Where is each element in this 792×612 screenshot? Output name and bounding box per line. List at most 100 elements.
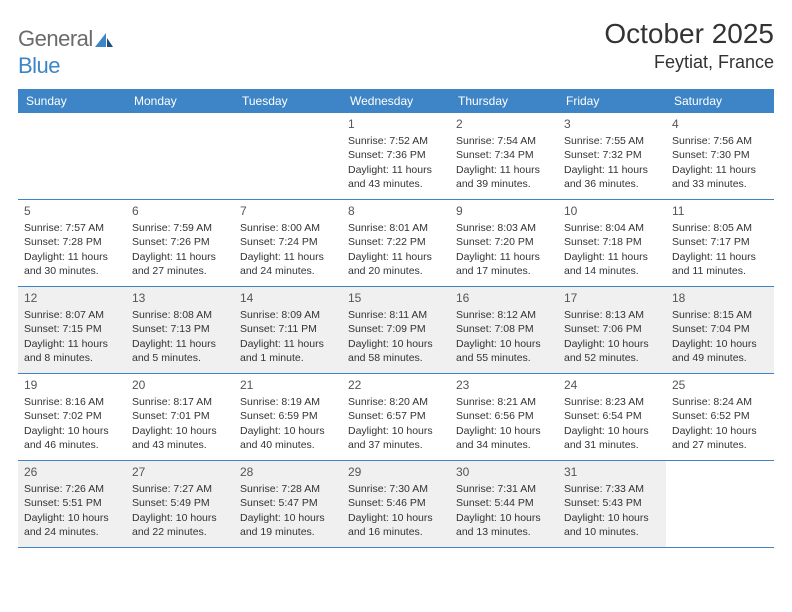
daylight-line: Daylight: 11 hours — [564, 163, 660, 177]
day-cell: 14Sunrise: 8:09 AMSunset: 7:11 PMDayligh… — [234, 287, 342, 373]
daylight-line: and 52 minutes. — [564, 351, 660, 365]
location: Feytiat, France — [604, 52, 774, 73]
daylight-line: Daylight: 10 hours — [456, 511, 552, 525]
daylight-line: and 24 minutes. — [24, 525, 120, 539]
week-row: 12Sunrise: 8:07 AMSunset: 7:15 PMDayligh… — [18, 287, 774, 374]
daylight-line: Daylight: 10 hours — [672, 337, 768, 351]
daylight-line: Daylight: 11 hours — [24, 337, 120, 351]
logo: GeneralBlue — [18, 18, 113, 79]
daylight-line: and 24 minutes. — [240, 264, 336, 278]
day-number: 9 — [456, 204, 552, 218]
weekday-header: Tuesday — [234, 89, 342, 113]
sunrise-line: Sunrise: 7:54 AM — [456, 134, 552, 148]
sunrise-line: Sunrise: 8:01 AM — [348, 221, 444, 235]
daylight-line: and 13 minutes. — [456, 525, 552, 539]
day-number: 27 — [132, 465, 228, 479]
day-cell: 12 Sunrise: 8:07 AMSunset: 7:15 PMDayligh… — [18, 287, 126, 373]
sunrise-line: Sunrise: 8:11 AM — [348, 308, 444, 322]
sunrise-line: Sunrise: 8:21 AM — [456, 395, 552, 409]
day-cell — [666, 461, 774, 547]
logo-text-blue: Blue — [18, 53, 60, 78]
daylight-line: Daylight: 11 hours — [240, 250, 336, 264]
day-cell: 29Sunrise: 7:30 AMSunset: 5:46 PMDayligh… — [342, 461, 450, 547]
sunrise-line: Sunrise: 7:27 AM — [132, 482, 228, 496]
daylight-line: and 30 minutes. — [24, 264, 120, 278]
sunrise-line: Sunrise: 8:12 AM — [456, 308, 552, 322]
sunset-line: Sunset: 7:30 PM — [672, 148, 768, 162]
weekday-header: Thursday — [450, 89, 558, 113]
daylight-line: and 40 minutes. — [240, 438, 336, 452]
sunrise-line: Sunrise: 8:08 AM — [132, 308, 228, 322]
sunset-line: Sunset: 7:06 PM — [564, 322, 660, 336]
sunset-line: Sunset: 7:04 PM — [672, 322, 768, 336]
day-number: 19 — [24, 378, 120, 392]
day-number: 25 — [672, 378, 768, 392]
sunset-line: Sunset: 7:24 PM — [240, 235, 336, 249]
sunrise-line: Sunrise: 8:20 AM — [348, 395, 444, 409]
weekday-header: Monday — [126, 89, 234, 113]
day-number: 11 — [672, 204, 768, 218]
daylight-line: Daylight: 11 hours — [240, 337, 336, 351]
daylight-line: Daylight: 10 hours — [132, 511, 228, 525]
day-cell: 21Sunrise: 8:19 AMSunset: 6:59 PMDayligh… — [234, 374, 342, 460]
day-cell: 16Sunrise: 8:12 AMSunset: 7:08 PMDayligh… — [450, 287, 558, 373]
day-cell: 20Sunrise: 8:17 AMSunset: 7:01 PMDayligh… — [126, 374, 234, 460]
day-number: 17 — [564, 291, 660, 305]
sunrise-line: Sunrise: 7:26 AM — [24, 482, 120, 496]
day-cell: 3Sunrise: 7:55 AMSunset: 7:32 PMDaylight… — [558, 113, 666, 199]
day-number: 29 — [348, 465, 444, 479]
day-cell: 4Sunrise: 7:56 AMSunset: 7:30 PMDaylight… — [666, 113, 774, 199]
daylight-line: and 43 minutes. — [132, 438, 228, 452]
day-cell: 18 Sunrise: 8:15 AMSunset: 7:04 PMDayligh… — [666, 287, 774, 373]
sunrise-line: Sunrise: 7:55 AM — [564, 134, 660, 148]
day-number: 24 — [564, 378, 660, 392]
calendar: Sunday Monday Tuesday Wednesday Thursday… — [18, 89, 774, 548]
sunrise-line: Sunrise: 8:07 AM — [24, 308, 120, 322]
day-cell: 1Sunrise: 7:52 AMSunset: 7:36 PMDaylight… — [342, 113, 450, 199]
daylight-line: Daylight: 11 hours — [672, 163, 768, 177]
day-cell: 22Sunrise: 8:20 AMSunset: 6:57 PMDayligh… — [342, 374, 450, 460]
daylight-line: and 33 minutes. — [672, 177, 768, 191]
daylight-line: and 39 minutes. — [456, 177, 552, 191]
day-number: 7 — [240, 204, 336, 218]
daylight-line: Daylight: 11 hours — [132, 250, 228, 264]
sunset-line: Sunset: 7:18 PM — [564, 235, 660, 249]
sunset-line: Sunset: 7:26 PM — [132, 235, 228, 249]
sunset-line: Sunset: 7:15 PM — [24, 322, 120, 336]
logo-text: GeneralBlue — [18, 26, 113, 79]
day-cell: 8Sunrise: 8:01 AMSunset: 7:22 PMDaylight… — [342, 200, 450, 286]
sunset-line: Sunset: 6:57 PM — [348, 409, 444, 423]
day-number: 18 — [672, 291, 768, 305]
weekday-header: Friday — [558, 89, 666, 113]
daylight-line: and 16 minutes. — [348, 525, 444, 539]
month-title: October 2025 — [604, 18, 774, 50]
sail-icon — [95, 27, 113, 53]
sunset-line: Sunset: 7:17 PM — [672, 235, 768, 249]
sunset-line: Sunset: 7:02 PM — [24, 409, 120, 423]
daylight-line: Daylight: 11 hours — [132, 337, 228, 351]
logo-text-gray: General — [18, 26, 93, 51]
week-row: 19Sunrise: 8:16 AMSunset: 7:02 PMDayligh… — [18, 374, 774, 461]
sunrise-line: Sunrise: 7:52 AM — [348, 134, 444, 148]
daylight-line: and 10 minutes. — [564, 525, 660, 539]
day-number: 22 — [348, 378, 444, 392]
day-cell — [126, 113, 234, 199]
day-number: 12 — [24, 291, 120, 305]
weekday-header: Wednesday — [342, 89, 450, 113]
weekday-header: Sunday — [18, 89, 126, 113]
day-cell: 31Sunrise: 7:33 AMSunset: 5:43 PMDayligh… — [558, 461, 666, 547]
daylight-line: and 31 minutes. — [564, 438, 660, 452]
day-cell: 24Sunrise: 8:23 AMSunset: 6:54 PMDayligh… — [558, 374, 666, 460]
sunrise-line: Sunrise: 8:09 AM — [240, 308, 336, 322]
daylight-line: and 36 minutes. — [564, 177, 660, 191]
day-cell: 13Sunrise: 8:08 AMSunset: 7:13 PMDayligh… — [126, 287, 234, 373]
sunrise-line: Sunrise: 8:00 AM — [240, 221, 336, 235]
sunrise-line: Sunrise: 8:15 AM — [672, 308, 768, 322]
daylight-line: and 27 minutes. — [672, 438, 768, 452]
day-number: 15 — [348, 291, 444, 305]
day-number: 20 — [132, 378, 228, 392]
sunrise-line: Sunrise: 7:31 AM — [456, 482, 552, 496]
sunrise-line: Sunrise: 7:56 AM — [672, 134, 768, 148]
sunset-line: Sunset: 7:08 PM — [456, 322, 552, 336]
day-number: 30 — [456, 465, 552, 479]
